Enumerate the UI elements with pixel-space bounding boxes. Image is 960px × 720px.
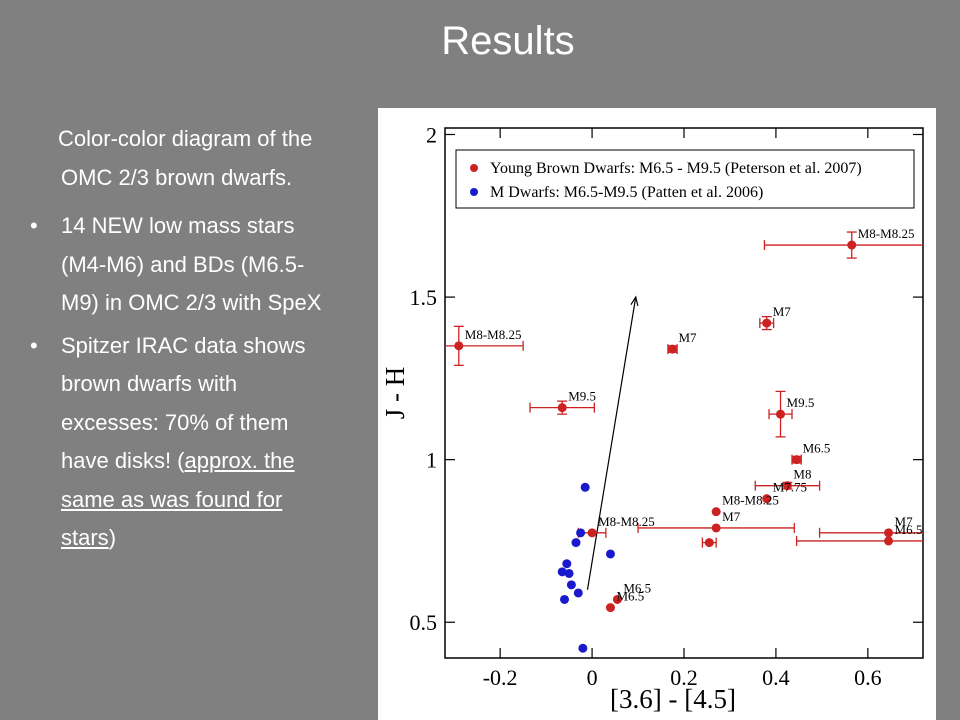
- point-labels: M8-M8.25M9.5M7M7M8-M8.25M9.5M6.5M8M7.75M…: [465, 226, 923, 604]
- bullet-item-1: • 14 NEW low mass stars (M4-M6) and BDs …: [30, 207, 340, 323]
- intro-text: Color-color diagram of the OMC 2/3 brown…: [58, 126, 313, 190]
- spectral-type-label: M9.5: [568, 389, 596, 404]
- m-dwarf-point: [578, 643, 588, 653]
- young-bd-point: [711, 523, 721, 533]
- spectral-type-label: M6.5: [895, 522, 923, 537]
- error-bars: [445, 231, 923, 548]
- young-bd-point: [711, 507, 721, 517]
- spectral-type-label: M7: [679, 330, 698, 345]
- x-tick-label: 0.2: [670, 665, 698, 690]
- spectral-type-label: M8-M8.25: [722, 493, 779, 508]
- spectral-type-label: M7: [773, 304, 792, 319]
- spectral-type-label: M6.5: [616, 589, 644, 604]
- young-bd-point: [762, 494, 772, 504]
- y-tick-label: 1: [426, 448, 437, 473]
- legend-label-young: Young Brown Dwarfs: M6.5 - M9.5 (Peterso…: [490, 160, 862, 177]
- x-tick-label: 0.4: [762, 665, 790, 690]
- young-bd-point: [668, 344, 678, 354]
- slide-title: Results: [441, 19, 575, 63]
- legend-box: [455, 149, 915, 209]
- y-axis-label: J - H: [380, 367, 410, 420]
- spectral-type-label: M6.5: [623, 580, 651, 595]
- legend-marker-young: [470, 164, 478, 172]
- young-bd-point: [762, 318, 772, 328]
- legend-label-mdwarf: M Dwarfs: M6.5-M9.5 (Patten et al. 2006): [490, 184, 763, 201]
- spectral-type-label: M8-M8.25: [598, 514, 655, 529]
- bullet-item-2: • Spitzer IRAC data shows brown dwarfs w…: [30, 327, 340, 558]
- spectral-type-label: M7.75: [773, 480, 807, 495]
- m-dwarf-point: [576, 528, 586, 538]
- spectral-type-label: M7: [895, 514, 914, 529]
- young-bd-point: [704, 538, 714, 548]
- young-bd-point: [884, 536, 894, 546]
- reddening-arrow: [586, 295, 639, 590]
- young-bd-point: [884, 528, 894, 538]
- m-dwarf-point: [571, 538, 581, 548]
- young-bd-point: [776, 409, 786, 419]
- arrow-shaft: [586, 296, 637, 590]
- spectral-type-label: M7: [722, 509, 741, 524]
- young-bd-point: [605, 603, 615, 613]
- m-dwarf-point: [605, 549, 615, 559]
- young-bd-point: [587, 528, 597, 538]
- m-dwarf-point: [573, 588, 583, 598]
- text-panel: Color-color diagram of the OMC 2/3 brown…: [30, 120, 340, 562]
- bullet-text-2-end: ): [108, 525, 117, 550]
- bullet-text-1: 14 NEW low mass stars (M4-M6) and BDs (M…: [61, 213, 322, 315]
- bullet-list: • 14 NEW low mass stars (M4-M6) and BDs …: [30, 207, 340, 558]
- spectral-type-label: M6.5: [803, 441, 831, 456]
- young-bd-point: [612, 594, 622, 604]
- young-bd-point: [847, 240, 857, 250]
- bullet-dot: •: [30, 332, 38, 358]
- y-tick-label: 0.5: [410, 610, 438, 635]
- arrow-head: [630, 295, 639, 306]
- m-dwarf-point: [566, 580, 576, 590]
- x-tick-label: 0: [587, 665, 598, 690]
- young-bd-point: [557, 403, 567, 413]
- bullet-text-2: Spitzer IRAC data shows brown dwarfs wit…: [61, 332, 306, 474]
- x-tick-label: 0.6: [854, 665, 882, 690]
- spectral-type-label: M8-M8.25: [858, 226, 915, 241]
- legend-marker-mdwarf: [470, 188, 478, 196]
- bullet-dot: •: [30, 213, 38, 238]
- color-color-chart: -0.2 0 0.2 0.4 0.6 0.5 1 1.5 2 M8-M8.25 M9.5 M7 M7 M…: [378, 108, 936, 720]
- young-bd-point: [782, 481, 792, 491]
- m-dwarf-point: [557, 567, 567, 577]
- bullet-text-2-underlined: approx. the same as was found for stars: [61, 448, 295, 550]
- m-dwarf-point: [564, 568, 574, 578]
- young-bd-point: [792, 455, 802, 465]
- y-tick-label: 2: [426, 123, 437, 148]
- chart-svg: -0.2 0 0.2 0.4 0.60.511.52 M8-M8.25M9.5M7M7M…: [380, 123, 924, 714]
- m-dwarf-point: [560, 594, 569, 604]
- m-dwarf-point: [580, 482, 590, 492]
- axis-ticks: -0.2 0 0.2 0.4 0.6 0.5 1 1.5 2: [410, 123, 923, 690]
- legend: Young Brown Dwarfs: M6.5 - M9.5 (Peterso…: [455, 149, 915, 209]
- y-tick-label: 1.5: [410, 285, 438, 310]
- m-dwarf-point: [562, 559, 572, 569]
- x-axis-label: [3.6] - [4.5]: [610, 684, 736, 714]
- young-bd-point: [454, 341, 464, 351]
- spectral-type-label: M8: [793, 467, 811, 482]
- spectral-type-label: M8-M8.25: [465, 327, 522, 342]
- data-points: [454, 240, 894, 653]
- spectral-type-label: M9.5: [787, 395, 815, 410]
- x-tick-label: -0.2: [483, 665, 518, 690]
